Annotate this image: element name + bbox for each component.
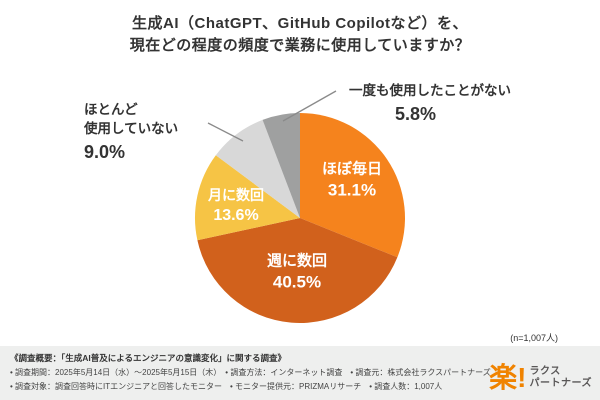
- slice-label-almost-daily-name: ほぼ毎日: [321, 160, 383, 178]
- survey-footer: 《調査概要：「生成AI普及によるエンジニアの意識変化」に関する調査》 • 調査期…: [0, 346, 600, 400]
- outside-label-rarely: ほとんど 使用していない 9.0%: [84, 101, 178, 165]
- sample-size-note: (n=1,007人): [510, 333, 558, 343]
- slice-label-almost-daily: ほぼ毎日 31.1%: [322, 159, 382, 202]
- slice-label-weekly-value: 40.5%: [272, 272, 322, 292]
- slice-label-weekly-name: 週に数回: [266, 252, 328, 270]
- logo-name: ラクス パートナーズ: [530, 366, 593, 391]
- outside-label-rarely-line1: ほとんど: [84, 102, 138, 117]
- pie-slices: [195, 113, 405, 323]
- leader-line-rarely: [207, 122, 244, 142]
- leader-line-never: [282, 90, 337, 122]
- logo-mark-icon: 楽!: [489, 362, 527, 393]
- slice-label-monthly-value: 13.6%: [213, 206, 259, 224]
- slice-label-almost-daily-value: 31.1%: [327, 180, 377, 200]
- outside-label-never-name: 一度も使用したことがない: [349, 83, 511, 98]
- pie-slice-4: [262, 113, 300, 218]
- outside-label-never-value: 5.8%: [395, 103, 437, 124]
- rakus-partners-logo: 楽! ラクス パートナーズ: [489, 364, 592, 392]
- slice-label-monthly: 月に数回 13.6%: [208, 186, 264, 226]
- logo-name-bottom: パートナーズ: [529, 378, 592, 389]
- outside-label-rarely-line2: 使用していない: [84, 120, 179, 136]
- outside-label-rarely-value: 9.0%: [84, 141, 126, 162]
- footer-overview: 《調査概要：「生成AI普及によるエンジニアの意識変化」に関する調査》: [10, 353, 286, 363]
- pie-slice-3: [215, 119, 300, 218]
- chart-title: 生成AI（ChatGPT、GitHub Copilotなど）を、 現在どの程度の…: [0, 13, 600, 57]
- chart-title-line2: 現在どの程度の頻度で業務に使用していますか？: [129, 37, 471, 54]
- slice-label-weekly: 週に数回 40.5%: [267, 251, 327, 294]
- slice-label-monthly-name: 月に数回: [208, 186, 264, 203]
- chart-title-line1: 生成AI（ChatGPT、GitHub Copilotなど）を、: [132, 15, 468, 32]
- pie-slice-1: [197, 218, 398, 323]
- pie-slice-0: [300, 113, 405, 258]
- footer-detail-line2: • 調査対象：調査回答時にITエンジニアと回答したモニター • モニター提供元：…: [10, 382, 443, 391]
- logo-name-top: ラクス: [529, 365, 561, 377]
- footer-detail-line1: • 調査期間：2025年5月14日（水）〜2025年5月15日（木） • 調査方…: [10, 368, 491, 377]
- pie-slice-2: [195, 155, 300, 241]
- outside-label-never: 一度も使用したことがない 5.8%: [349, 82, 511, 127]
